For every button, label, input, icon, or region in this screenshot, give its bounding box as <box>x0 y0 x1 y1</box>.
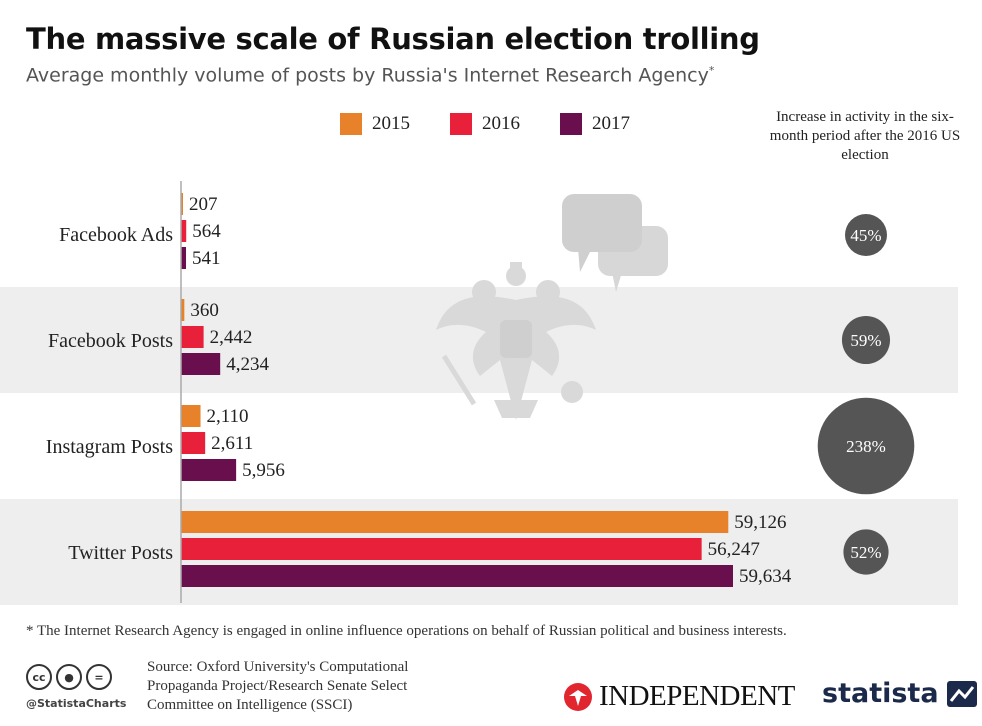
license-icons: cc ● = <box>26 664 116 690</box>
bar-value-label: 360 <box>190 300 219 321</box>
bar-value-label: 2,442 <box>210 327 253 348</box>
legend-item-2017: 2017 <box>560 113 630 135</box>
bar-2015 <box>181 405 201 427</box>
increase-label: 238% <box>846 437 886 456</box>
subtitle-footnote-mark: * <box>708 64 715 77</box>
subtitle-text: Average monthly volume of posts by Russi… <box>26 64 709 87</box>
legend-swatch-2015 <box>340 113 362 135</box>
russian-eagle-icon <box>436 262 596 420</box>
speech-bubbles-icon <box>562 194 668 292</box>
increase-circle <box>841 315 891 365</box>
bar-2016 <box>181 326 204 348</box>
bar-value-label: 2,611 <box>211 433 253 454</box>
category-label: Instagram Posts <box>46 436 173 458</box>
increase-circle <box>817 397 915 495</box>
chart-title: The massive scale of Russian election tr… <box>26 22 760 56</box>
legend-item-2016: 2016 <box>450 113 520 135</box>
bar-2016 <box>181 432 206 454</box>
increase-column-header: Increase in activity in the six-month pe… <box>769 109 961 163</box>
statista-mark-icon <box>946 680 977 707</box>
independent-wordmark: INDEPENDENT <box>599 680 795 712</box>
bar-2015 <box>181 193 183 215</box>
source-note: Source: Oxford University's Computationa… <box>147 659 409 713</box>
bars: Facebook Ads 207 564 541 45% Facebook Posts 36… <box>46 193 915 587</box>
independent-eagle-icon <box>564 682 592 711</box>
row-background <box>0 393 958 499</box>
category-label: Facebook Posts <box>48 330 173 352</box>
legend-label-2016: 2016 <box>482 113 520 134</box>
bar-value-label: 59,126 <box>734 512 786 533</box>
independent-logo: INDEPENDENT <box>563 680 795 713</box>
bar-value-label: 541 <box>192 248 221 269</box>
bar-2016 <box>181 538 702 560</box>
cc-icon: cc <box>26 664 52 690</box>
equals-icon: = <box>86 664 112 690</box>
bar-2016 <box>181 220 187 242</box>
legend: 2015 2016 2017 <box>340 113 670 135</box>
legend-label-2017: 2017 <box>592 113 630 134</box>
increase-circle <box>843 529 889 575</box>
bar-2017 <box>181 565 733 587</box>
statista-handle: @StatistaCharts <box>26 697 127 710</box>
increase-label: 45% <box>850 226 881 245</box>
statista-logo: statista <box>822 678 977 709</box>
legend-item-2015: 2015 <box>340 113 410 135</box>
bar-value-label: 4,234 <box>226 354 269 375</box>
bar-2017 <box>181 353 221 375</box>
bar-value-label: 56,247 <box>708 539 760 560</box>
increase-label: 52% <box>850 543 881 562</box>
bar-value-label: 2,110 <box>207 406 249 427</box>
person-icon: ● <box>56 664 82 690</box>
statista-wordmark: statista <box>822 678 939 709</box>
bar-value-label: 564 <box>192 221 221 242</box>
legend-swatch-2016 <box>450 113 472 135</box>
bar-2017 <box>181 459 237 481</box>
increase-circle <box>845 214 887 256</box>
category-label: Twitter Posts <box>68 542 173 564</box>
bar-value-label: 59,634 <box>739 566 792 587</box>
bar-2017 <box>181 247 187 269</box>
bar-2015 <box>181 299 185 321</box>
category-label: Facebook Ads <box>59 224 173 246</box>
increase-label: 59% <box>850 331 881 350</box>
legend-swatch-2017 <box>560 113 582 135</box>
decoration-layer <box>436 194 668 420</box>
bar-value-label: 207 <box>189 194 218 215</box>
footnote: * The Internet Research Agency is engage… <box>26 623 787 639</box>
chart-subtitle: Average monthly volume of posts by Russi… <box>26 64 714 86</box>
row-background <box>0 181 958 287</box>
legend-label-2015: 2015 <box>372 113 410 134</box>
bar-value-label: 5,956 <box>242 460 285 481</box>
bar-2015 <box>181 511 729 533</box>
